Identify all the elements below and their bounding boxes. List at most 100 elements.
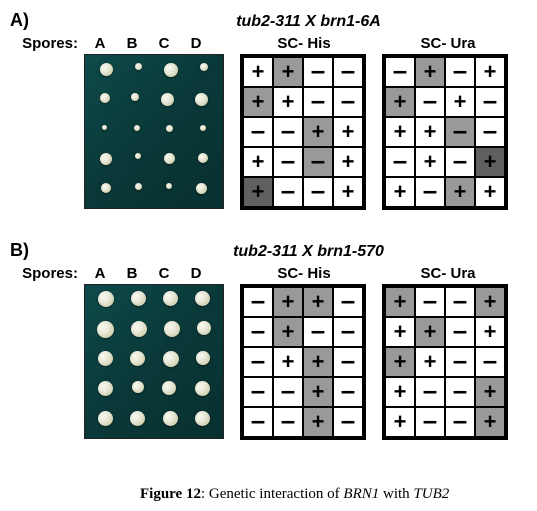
- grid-row: ++––: [243, 57, 363, 87]
- grid-row: ++––: [243, 87, 363, 117]
- result-grid: –+–++–+–++–––+–++–++: [382, 54, 508, 210]
- grid-row: ––+–: [243, 377, 363, 407]
- grid-row: +––+: [385, 287, 505, 317]
- colony: [135, 153, 141, 159]
- colony-row: [85, 183, 223, 194]
- colony: [164, 153, 175, 164]
- colony: [98, 381, 113, 396]
- tetrad-plate-image: [84, 54, 224, 209]
- grid-cell: +: [475, 177, 505, 207]
- colony: [164, 321, 180, 337]
- grid-cell: –: [243, 407, 273, 437]
- panel-letter: A): [10, 10, 40, 31]
- colony-row: [85, 411, 223, 426]
- grid-cell: +: [475, 57, 505, 87]
- grid-cell: +: [273, 87, 303, 117]
- colony: [197, 321, 211, 335]
- colony: [162, 381, 176, 395]
- grid-cell: +: [475, 407, 505, 437]
- spore-column-letter: D: [180, 35, 212, 52]
- colony: [166, 183, 172, 189]
- colony-row: [85, 351, 223, 367]
- colony: [164, 63, 178, 77]
- grid-cell: –: [385, 147, 415, 177]
- grid-cell: +: [385, 317, 415, 347]
- grid-label: SC- Ura: [384, 265, 512, 282]
- colony: [98, 291, 114, 307]
- grid-cell: +: [385, 377, 415, 407]
- grid-cell: –: [475, 347, 505, 377]
- grid-cell: +: [333, 177, 363, 207]
- grid-cell: –: [303, 87, 333, 117]
- grid-row: +––+: [243, 177, 363, 207]
- colony: [161, 93, 174, 106]
- colony-row: [85, 321, 223, 338]
- grid-cell: +: [385, 347, 415, 377]
- grid-row: –+–+: [385, 147, 505, 177]
- colony-row: [85, 291, 223, 307]
- grid-row: +––+: [385, 377, 505, 407]
- grid-cell: +: [243, 177, 273, 207]
- cross-title: tub2-311 X brn1-570: [40, 243, 537, 261]
- grid-cell: +: [273, 57, 303, 87]
- colony: [135, 63, 142, 70]
- grid-row: –+–+: [385, 57, 505, 87]
- grid-cell: +: [415, 347, 445, 377]
- grid-cell: +: [385, 407, 415, 437]
- grid-cell: –: [445, 57, 475, 87]
- grid-cell: –: [243, 377, 273, 407]
- grid-cell: –: [415, 87, 445, 117]
- colony-row: [85, 153, 223, 165]
- grid-cell: +: [333, 147, 363, 177]
- grid-row: –++–: [243, 287, 363, 317]
- colony: [195, 411, 210, 426]
- grid-row: +–++: [385, 177, 505, 207]
- colony: [200, 63, 208, 71]
- colony-row: [85, 63, 223, 77]
- colony: [196, 351, 210, 365]
- grid-cell: +: [445, 87, 475, 117]
- grid-cell: –: [333, 87, 363, 117]
- grid-cell: +: [415, 57, 445, 87]
- grid-cell: +: [385, 287, 415, 317]
- colony: [131, 93, 139, 101]
- grid-cell: –: [333, 317, 363, 347]
- colony: [134, 125, 140, 131]
- grid-cell: +: [303, 287, 333, 317]
- grid-cell: +: [415, 117, 445, 147]
- grid-cell: –: [333, 57, 363, 87]
- grid-cell: –: [243, 317, 273, 347]
- grid-cell: –: [445, 347, 475, 377]
- grid-cell: –: [445, 147, 475, 177]
- colony: [130, 351, 145, 366]
- caption-fig-num: Figure 12: [140, 486, 201, 502]
- grid-cell: +: [303, 407, 333, 437]
- colony: [130, 411, 145, 426]
- colony: [101, 183, 111, 193]
- colony: [135, 183, 142, 190]
- grid-cell: –: [243, 347, 273, 377]
- spore-column-letters: ABCD: [84, 265, 224, 282]
- grid-row: –++–: [243, 347, 363, 377]
- grid-cell: +: [475, 147, 505, 177]
- grid-cell: +: [475, 287, 505, 317]
- colony: [132, 381, 144, 393]
- colony-row: [85, 93, 223, 106]
- column-labels-row: Spores:ABCDSC- HisSC- Ura: [10, 35, 537, 52]
- grid-cell: +: [475, 317, 505, 347]
- panel-header: A)tub2-311 X brn1-6A: [10, 10, 537, 31]
- grid-cell: +: [385, 87, 415, 117]
- grid-cell: –: [475, 117, 505, 147]
- colony: [200, 125, 206, 131]
- grid-cell: –: [273, 407, 303, 437]
- grid-label: SC- His: [240, 265, 368, 282]
- grid-cell: –: [303, 177, 333, 207]
- colony: [100, 63, 113, 76]
- spore-column-letters: ABCD: [84, 35, 224, 52]
- figure-panel: B)tub2-311 X brn1-570Spores:ABCDSC- HisS…: [10, 240, 537, 440]
- grid-cell: +: [445, 177, 475, 207]
- grid-cell: –: [475, 87, 505, 117]
- grid-cell: +: [415, 317, 445, 347]
- grid-cell: +: [333, 117, 363, 147]
- grid-cell: –: [273, 117, 303, 147]
